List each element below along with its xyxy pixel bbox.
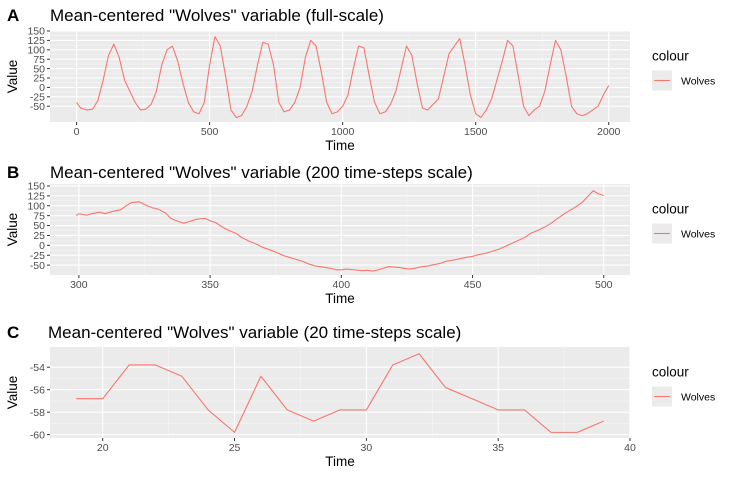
legend-title: colour bbox=[652, 365, 689, 380]
y-tick-label: -25 bbox=[30, 250, 45, 262]
y-tick-label: -58 bbox=[30, 407, 45, 419]
chart-panel-b: B Mean-centered "Wolves" variable (200 ti… bbox=[5, 163, 715, 306]
y-tick-label: -60 bbox=[30, 429, 45, 441]
x-tick-label: 25 bbox=[229, 442, 241, 454]
y-tick-label: 150 bbox=[27, 181, 45, 193]
y-axis-label: Value bbox=[5, 213, 20, 247]
y-tick-label: 75 bbox=[33, 54, 45, 66]
x-tick-label: 30 bbox=[361, 442, 373, 454]
y-tick-label: -25 bbox=[30, 92, 45, 104]
x-tick-label: 1500 bbox=[464, 126, 488, 138]
plot-background bbox=[50, 347, 630, 438]
chart-panel-c: C Mean-centered "Wolves" variable (20 tim… bbox=[5, 323, 715, 469]
x-axis-label: Time bbox=[325, 138, 355, 153]
y-tick-label: 0 bbox=[39, 82, 45, 94]
x-tick-label: 450 bbox=[464, 279, 482, 291]
y-tick-label: 25 bbox=[33, 230, 45, 242]
y-axis-label: Value bbox=[5, 376, 20, 410]
chart-title: Mean-centered "Wolves" variable (full-sc… bbox=[50, 6, 384, 25]
y-tick-label: 150 bbox=[27, 26, 45, 38]
x-tick-label: 500 bbox=[201, 126, 219, 138]
y-tick-label: -54 bbox=[30, 362, 45, 374]
panel-tag: B bbox=[7, 163, 19, 182]
x-axis-label: Time bbox=[325, 291, 355, 306]
series-line-wolves bbox=[76, 36, 610, 119]
x-tick-label: 40 bbox=[624, 442, 636, 454]
y-tick-label: 100 bbox=[27, 45, 45, 57]
legend-label: Wolves bbox=[681, 229, 715, 241]
chart-title: Mean-centered "Wolves" variable (200 tim… bbox=[50, 163, 473, 182]
panel-tag: C bbox=[7, 323, 19, 342]
y-tick-label: 25 bbox=[33, 73, 45, 85]
y-tick-label: 100 bbox=[27, 200, 45, 212]
series-line-wolves bbox=[76, 353, 604, 433]
y-tick-label: 50 bbox=[33, 63, 45, 75]
chart-title: Mean-centered "Wolves" variable (20 time… bbox=[48, 323, 461, 342]
y-tick-label: -50 bbox=[30, 101, 45, 113]
legend-title: colour bbox=[652, 202, 689, 217]
plot-background bbox=[50, 184, 630, 275]
series-line-wolves bbox=[75, 190, 604, 272]
chart-panel-a: A Mean-centered "Wolves" variable (full-s… bbox=[5, 6, 715, 153]
legend-label: Wolves bbox=[681, 392, 715, 404]
x-tick-label: 300 bbox=[70, 279, 88, 291]
y-tick-label: 125 bbox=[27, 191, 45, 203]
x-axis-label: Time bbox=[325, 454, 355, 469]
y-tick-label: 50 bbox=[33, 220, 45, 232]
x-tick-label: 20 bbox=[97, 442, 109, 454]
x-tick-label: 500 bbox=[595, 279, 613, 291]
y-tick-label: -56 bbox=[30, 384, 45, 396]
x-tick-label: 400 bbox=[333, 279, 351, 291]
y-tick-label: 0 bbox=[39, 240, 45, 252]
y-tick-label: -50 bbox=[30, 260, 45, 272]
x-tick-label: 35 bbox=[492, 442, 504, 454]
legend-title: colour bbox=[652, 49, 689, 64]
x-tick-label: 350 bbox=[201, 279, 219, 291]
y-tick-label: 75 bbox=[33, 210, 45, 222]
x-tick-label: 1000 bbox=[331, 126, 355, 138]
y-tick-label: 125 bbox=[27, 35, 45, 47]
x-tick-label: 2000 bbox=[597, 126, 621, 138]
y-axis-label: Value bbox=[5, 60, 20, 94]
plot-background bbox=[50, 31, 630, 122]
legend-label: Wolves bbox=[681, 76, 715, 88]
x-tick-label: 0 bbox=[74, 126, 80, 138]
panel-tag: A bbox=[7, 6, 19, 25]
